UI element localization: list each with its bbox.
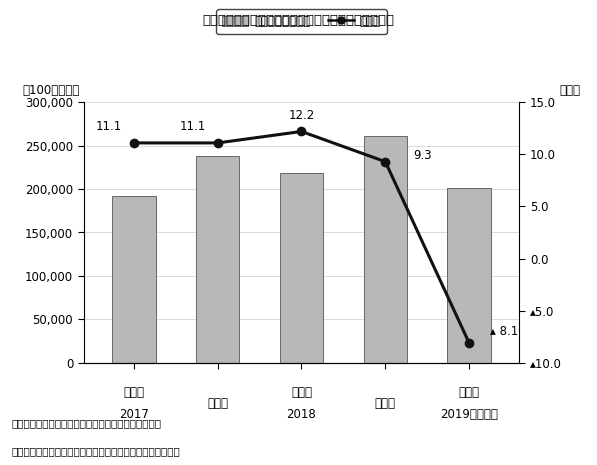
Text: 11.1: 11.1 xyxy=(96,120,122,133)
Text: 2019　（年）: 2019 （年） xyxy=(440,408,498,421)
Text: 上半期: 上半期 xyxy=(291,386,312,399)
Bar xyxy=(112,196,156,363)
Bar xyxy=(196,156,239,363)
Text: （注）中国税関総署発表の数値と異なることがある。: （注）中国税関総署発表の数値と異なることがある。 xyxy=(12,418,162,429)
Text: ▴ 8.1: ▴ 8.1 xyxy=(490,325,518,338)
Text: 2018: 2018 xyxy=(287,408,316,421)
Text: （100万ドル）: （100万ドル） xyxy=(23,84,80,97)
Text: （％）: （％） xyxy=(559,84,580,97)
Text: （出所）グローバル・トレード・アトラスからジェトロ作成: （出所）グローバル・トレード・アトラスからジェトロ作成 xyxy=(12,446,181,457)
Text: 図　中国の対米輸出額と伸び率（前年同晱比）の推移: 図 中国の対米輸出額と伸び率（前年同晱比）の推移 xyxy=(202,14,395,27)
Text: 下半期: 下半期 xyxy=(375,397,396,410)
Bar xyxy=(447,188,491,363)
Text: 上半期: 上半期 xyxy=(458,386,479,399)
Legend: 中国の対米輸出額, 伸び率: 中国の対米輸出額, 伸び率 xyxy=(216,9,387,34)
Text: 上半期: 上半期 xyxy=(124,386,144,399)
Text: 9.3: 9.3 xyxy=(414,148,432,161)
Text: 2017: 2017 xyxy=(119,408,149,421)
Text: 12.2: 12.2 xyxy=(288,109,315,122)
Bar xyxy=(364,136,407,363)
Text: 下半期: 下半期 xyxy=(207,397,228,410)
Text: 11.1: 11.1 xyxy=(180,120,205,133)
Bar xyxy=(279,173,324,363)
